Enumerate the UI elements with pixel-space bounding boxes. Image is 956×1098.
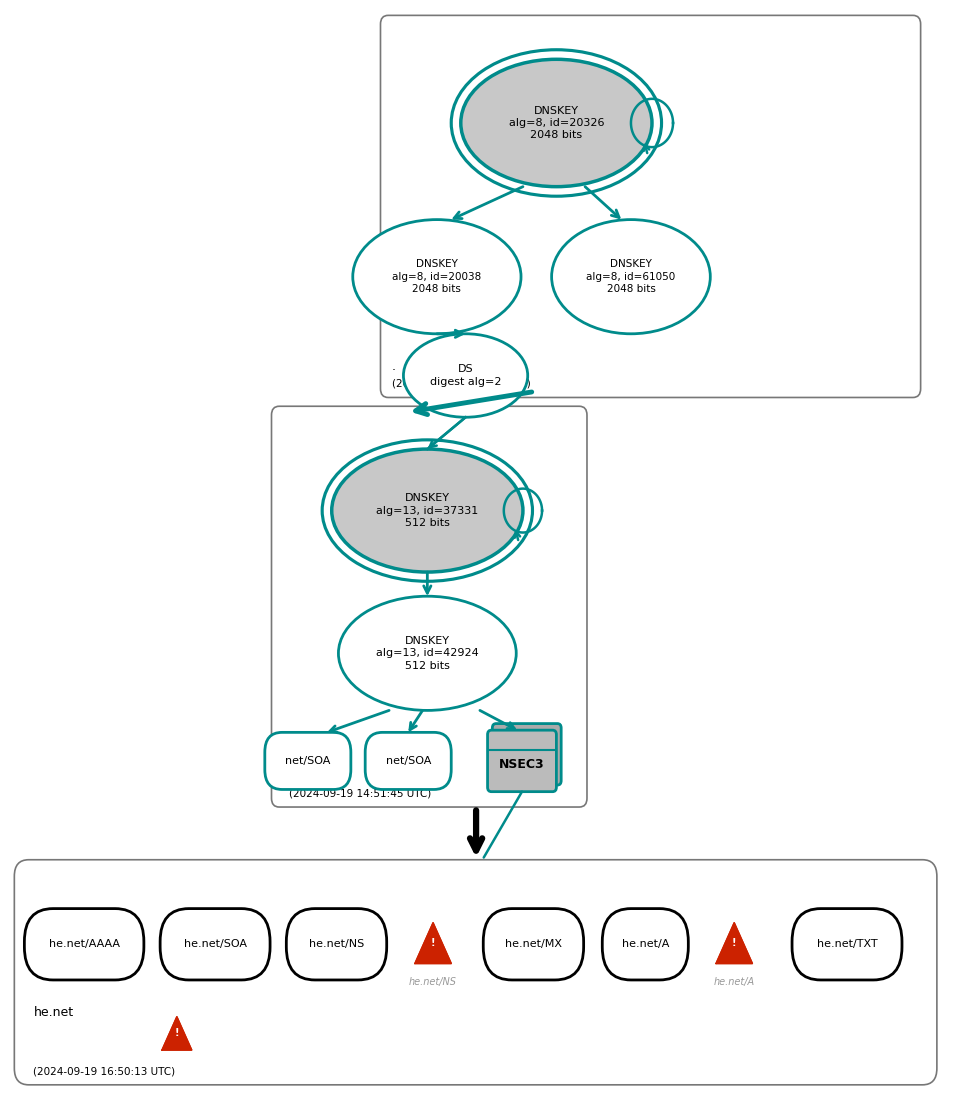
Ellipse shape [403,334,528,417]
FancyBboxPatch shape [380,15,921,397]
Text: he.net/A: he.net/A [621,939,669,950]
FancyBboxPatch shape [792,909,902,979]
Text: !: ! [431,938,435,948]
Ellipse shape [552,220,710,334]
Text: !: ! [175,1029,179,1039]
Text: he.net/TXT: he.net/TXT [816,939,878,950]
Text: he.net/NS: he.net/NS [309,939,364,950]
FancyBboxPatch shape [160,909,271,979]
Text: DNSKEY
alg=13, id=37331
512 bits: DNSKEY alg=13, id=37331 512 bits [377,493,478,528]
FancyBboxPatch shape [483,909,583,979]
Text: DNSKEY
alg=8, id=61050
2048 bits: DNSKEY alg=8, id=61050 2048 bits [586,259,676,294]
Text: net/SOA: net/SOA [285,755,331,766]
FancyBboxPatch shape [365,732,451,789]
FancyBboxPatch shape [272,406,587,807]
FancyBboxPatch shape [287,909,386,979]
Text: he.net/AAAA: he.net/AAAA [49,939,120,950]
Text: NSEC3: NSEC3 [499,758,545,771]
Ellipse shape [332,449,523,572]
Text: he.net: he.net [33,1006,74,1019]
Text: he.net/SOA: he.net/SOA [184,939,247,950]
Text: DS
digest alg=2: DS digest alg=2 [430,365,501,386]
Text: .: . [392,360,396,373]
Text: he.net/A: he.net/A [713,977,755,987]
Text: (2024-09-19 14:51:45 UTC): (2024-09-19 14:51:45 UTC) [289,788,431,798]
Text: DNSKEY
alg=8, id=20038
2048 bits: DNSKEY alg=8, id=20038 2048 bits [392,259,482,294]
FancyBboxPatch shape [488,730,556,792]
FancyBboxPatch shape [265,732,351,789]
FancyBboxPatch shape [25,909,143,979]
Text: he.net/NS: he.net/NS [409,977,457,987]
Text: DNSKEY
alg=13, id=42924
512 bits: DNSKEY alg=13, id=42924 512 bits [376,636,479,671]
Text: net: net [289,752,309,765]
Ellipse shape [353,220,521,334]
FancyBboxPatch shape [14,860,937,1085]
Ellipse shape [461,59,652,187]
Text: net/SOA: net/SOA [385,755,431,766]
Text: he.net/MX: he.net/MX [505,939,562,950]
FancyBboxPatch shape [492,724,561,785]
Text: (2024-09-19  4:03:23 UTC): (2024-09-19 4:03:23 UTC) [392,379,531,389]
Text: !: ! [732,938,736,948]
Polygon shape [162,1017,192,1050]
Text: (2024-09-19 16:50:13 UTC): (2024-09-19 16:50:13 UTC) [33,1066,176,1076]
Polygon shape [716,922,752,964]
Ellipse shape [338,596,516,710]
Text: DNSKEY
alg=8, id=20326
2048 bits: DNSKEY alg=8, id=20326 2048 bits [509,105,604,141]
Polygon shape [415,922,451,964]
FancyBboxPatch shape [602,909,688,979]
